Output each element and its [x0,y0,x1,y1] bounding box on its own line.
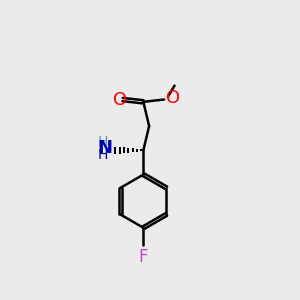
Text: H: H [98,148,108,162]
Text: N: N [97,139,112,157]
Text: O: O [166,89,180,107]
Text: H: H [98,135,108,148]
Text: O: O [113,91,127,109]
Text: F: F [139,248,148,266]
